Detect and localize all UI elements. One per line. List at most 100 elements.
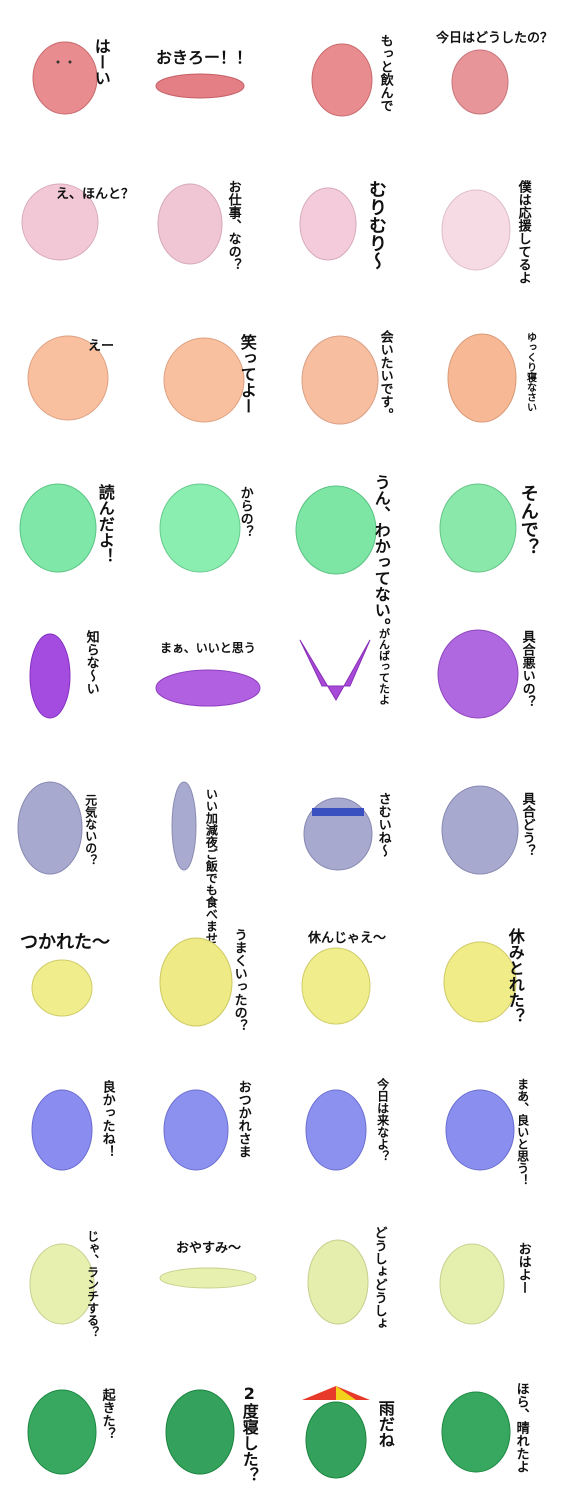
sticker-caption: まぁ、いいと思う	[160, 641, 256, 655]
blob-character-icon	[437, 629, 519, 719]
blob-character-icon	[445, 1089, 515, 1171]
sticker-36[interactable]: おはよー	[420, 1200, 560, 1350]
blob-character-icon	[171, 781, 197, 871]
sticker-23[interactable]: さむいね～	[280, 750, 420, 900]
sticker-28[interactable]: 休みとれた？	[420, 900, 560, 1050]
blob-character-icon	[295, 485, 377, 575]
sticker-4[interactable]: 今日はどうしたの？	[420, 0, 560, 150]
sticker-8[interactable]: 僕は応援してるよ	[420, 150, 560, 300]
sticker-24[interactable]: 具合どう？	[420, 750, 560, 900]
sticker-30[interactable]: おつかれさま	[140, 1050, 280, 1200]
sticker-caption: 僕は応援してるよ	[515, 180, 531, 284]
sticker-caption: おやすみ～	[176, 1241, 242, 1256]
sticker-32[interactable]: まあ、良いと思う！	[420, 1050, 560, 1200]
sticker-caption: ほら、晴れたよ	[513, 1382, 529, 1473]
sticker-33[interactable]: じゃ、ランチする？	[0, 1200, 140, 1350]
sticker-15[interactable]: うん、わかってない。	[280, 450, 420, 634]
sticker-1[interactable]: はーい	[0, 0, 140, 150]
sticker-caption: つかれた～	[20, 932, 110, 953]
sticker-6[interactable]: お仕事、なの？	[140, 150, 280, 300]
blob-character-icon	[31, 959, 93, 1017]
sticker-22[interactable]: いい加減夜ご飯でも食べませんか？	[140, 750, 280, 980]
sticker-20[interactable]: 具合悪いの？	[420, 600, 560, 750]
blob-character-icon	[301, 335, 379, 425]
sticker-caption: お仕事、なの？	[225, 180, 241, 271]
sticker-25[interactable]: つかれた～	[0, 900, 140, 1050]
sticker-5[interactable]: え、ほんと？	[0, 150, 140, 300]
sticker-caption: からの？	[237, 486, 253, 538]
blob-character-icon	[31, 1089, 93, 1171]
sticker-7[interactable]: むりむり～	[280, 150, 420, 300]
blob-character-icon	[299, 187, 357, 261]
sticker-29[interactable]: 良かったね！	[0, 1050, 140, 1200]
sticker-35[interactable]: どうしょどうしょ	[280, 1200, 420, 1350]
sticker-2[interactable]: おきろー！！	[140, 0, 280, 150]
sticker-27[interactable]: 休んじゃえ～	[280, 900, 420, 1050]
sticker-caption: がんばってたよ	[377, 628, 391, 705]
sticker-26[interactable]: うまくいったの？	[140, 900, 280, 1050]
blob-character-icon	[447, 333, 517, 423]
sticker-16[interactable]: そんで？	[420, 450, 560, 600]
sticker-caption: 知らな～い	[83, 630, 99, 695]
sticker-18[interactable]: まぁ、いいと思う	[140, 600, 280, 750]
sticker-10[interactable]: 笑ってよー	[140, 300, 280, 450]
sticker-caption: え、ほんと？	[56, 187, 135, 202]
blob-character-icon	[443, 941, 517, 1023]
sticker-caption: 良かったね！	[99, 1080, 115, 1158]
sticker-caption: 休みとれた？	[505, 928, 525, 1024]
sticker-31[interactable]: 今日は来なよ？	[280, 1050, 420, 1200]
sticker-caption: 起きた？	[99, 1388, 115, 1440]
sticker-caption: 2度寝した？	[239, 1384, 259, 1483]
sticker-caption: もっと飲んで	[377, 34, 393, 112]
sticker-caption: 雨だね	[375, 1400, 395, 1448]
blob-character-icon	[21, 183, 99, 261]
sticker-caption: 笑ってよー	[237, 334, 257, 414]
blob-character-icon	[163, 1089, 229, 1171]
blob-character-icon	[441, 785, 519, 875]
blob-character-icon	[155, 669, 261, 707]
sticker-9[interactable]: えー	[0, 300, 140, 450]
sticker-caption: 今日はどうしたの？	[436, 31, 554, 46]
sticker-11[interactable]: 会いたいです。	[280, 300, 420, 450]
sticker-caption: むりむり～	[365, 180, 387, 270]
blob-character-icon	[303, 797, 373, 871]
sticker-38[interactable]: 2度寝した？	[140, 1350, 280, 1500]
sticker-caption: おきろー！！	[156, 48, 253, 67]
sticker-14[interactable]: からの？	[140, 450, 280, 600]
sticker-caption: 具合どう？	[519, 792, 535, 857]
blob-character-icon	[165, 1389, 235, 1475]
sticker-17[interactable]: 知らな～い	[0, 600, 140, 750]
sticker-caption: はーい	[91, 38, 111, 86]
sticker-3[interactable]: もっと飲んで	[280, 0, 420, 150]
blob-character-icon	[307, 1239, 369, 1325]
blob-character-icon	[305, 1089, 367, 1171]
blob-character-icon	[159, 937, 233, 1027]
sticker-21[interactable]: 元気ないの？	[0, 750, 140, 900]
blob-character-icon	[157, 183, 223, 265]
sticker-37[interactable]: 起きた？	[0, 1350, 140, 1500]
sticker-caption: ゆっくり寝なさい	[524, 332, 536, 412]
sticker-caption: いい加減夜ご飯でも食べませんか？	[204, 788, 219, 980]
sticker-34[interactable]: おやすみ～	[140, 1200, 280, 1350]
blob-character-icon	[29, 633, 71, 719]
sticker-12[interactable]: ゆっくり寝なさい	[420, 300, 560, 450]
blob-character-icon	[159, 483, 241, 573]
sticker-caption: えー	[88, 339, 115, 354]
blob-character-icon	[163, 337, 245, 423]
blob-character-icon	[159, 1267, 257, 1289]
sticker-caption: 会いたいです。	[377, 330, 393, 421]
blob-character-icon	[441, 189, 511, 271]
sticker-caption: 元気ないの？	[83, 794, 98, 866]
sticker-caption: 今日は来なよ？	[375, 1078, 390, 1162]
blob-character-icon	[27, 1389, 97, 1475]
sticker-40[interactable]: ほら、晴れたよ	[420, 1350, 560, 1500]
blob-character-icon	[439, 1243, 505, 1325]
sticker-caption: どうしょどうしょ	[371, 1226, 387, 1330]
blob-character-icon	[302, 1386, 370, 1479]
sticker-19[interactable]: がんばってたよ	[280, 600, 420, 750]
blob-character-icon	[29, 1243, 95, 1325]
sticker-caption: 休んじゃえ～	[308, 931, 387, 946]
sticker-13[interactable]: 読んだよ！	[0, 450, 140, 600]
sticker-39[interactable]: 雨だね	[280, 1350, 420, 1500]
